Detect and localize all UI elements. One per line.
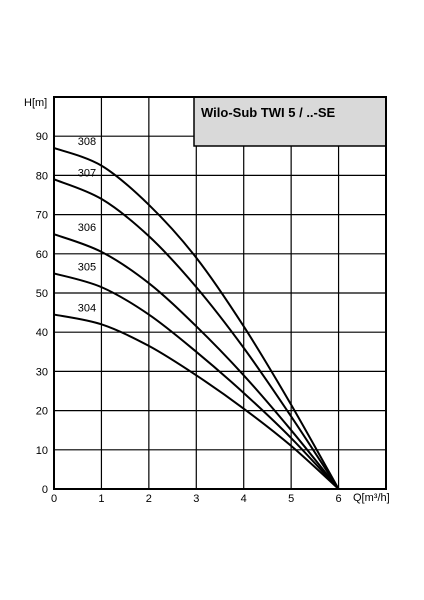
curve-group [53,147,340,490]
y-tick-label: 10 [36,445,48,457]
curve-305 [53,272,340,490]
x-tick-label: 4 [241,493,247,505]
curve-label-307: 307 [78,167,96,179]
y-tick-label: 40 [36,327,48,339]
plot-frame [53,96,387,490]
x-tick-label: 1 [98,493,104,505]
y-tick-label: 90 [36,131,48,143]
chart-title: Wilo-Sub TWI 5 / ..-SE [201,105,336,120]
y-tick-label: 0 [42,484,48,496]
y-tick-label: 80 [36,170,48,182]
curve-label-group: 304 305 306 307 308 [78,136,96,315]
y-tick-label: 20 [36,406,48,418]
x-tick-label: 6 [336,493,342,505]
x-tick-label: 3 [193,493,199,505]
curve-label-304: 304 [78,303,96,315]
y-tick-label: 50 [36,288,48,300]
title-box-background [193,96,387,147]
x-tick-label: 0 [51,493,57,505]
curve-306 [53,233,340,490]
title-box: Wilo-Sub TWI 5 / ..-SE [193,96,387,147]
curve-307 [53,178,340,490]
x-tick-label: 5 [288,493,294,505]
y-tick-label: 70 [36,210,48,222]
x-tick-label: 2 [146,493,152,505]
y-tick-labels: 0 10 20 30 40 50 60 70 80 90 [36,131,48,496]
y-tick-label: 30 [36,366,48,378]
y-axis-label: H[m] [24,97,47,109]
curve-label-308: 308 [78,136,96,148]
curve-304 [53,313,340,490]
curve-308 [53,147,340,490]
curve-label-306: 306 [78,222,96,234]
x-axis-label: Q[m³/h] [353,492,390,504]
curve-label-305: 305 [78,261,96,273]
y-tick-label: 60 [36,249,48,261]
grid-lines [54,97,386,489]
x-tick-labels: 0 1 2 3 4 5 6 [51,493,342,505]
